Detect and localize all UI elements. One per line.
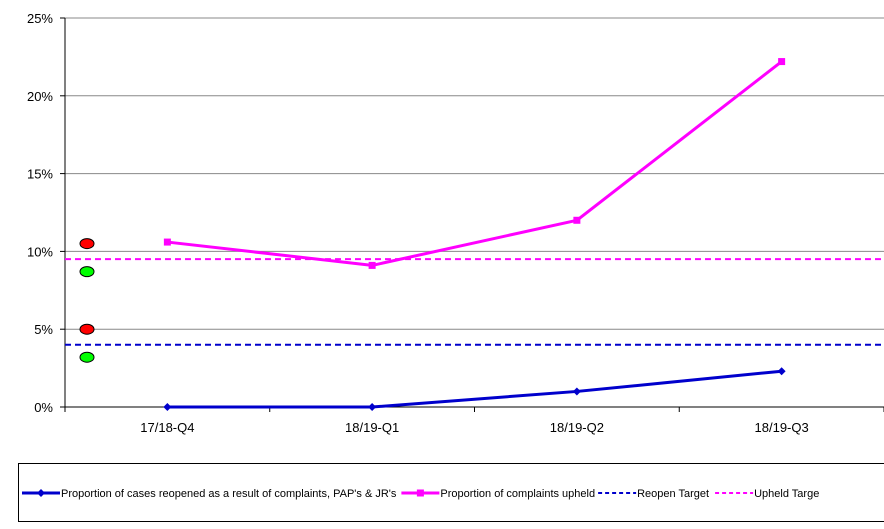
rag-indicator-dot: [80, 267, 94, 277]
data-point: [369, 262, 376, 269]
data-point: [778, 367, 786, 375]
data-point: [163, 403, 171, 411]
data-point: [164, 239, 171, 246]
legend-label: Reopen Target: [637, 488, 709, 500]
series-line: [167, 371, 781, 407]
data-point: [778, 58, 785, 65]
y-tick-label: 25%: [27, 11, 53, 26]
legend-marker: [417, 490, 424, 497]
data-point: [573, 387, 581, 395]
x-tick-label: 18/19-Q3: [755, 420, 809, 435]
data-point: [368, 403, 376, 411]
y-tick-label: 0%: [34, 400, 53, 415]
rag-indicator-dot: [80, 324, 94, 334]
y-tick-label: 10%: [27, 244, 53, 259]
y-tick-label: 5%: [34, 322, 53, 337]
legend-label: Proportion of complaints upheld: [440, 488, 595, 500]
rag-indicator-dot: [80, 239, 94, 249]
x-tick-label: 18/19-Q1: [345, 420, 399, 435]
series-line: [167, 62, 781, 266]
x-tick-label: 18/19-Q2: [550, 420, 604, 435]
legend-label: Proportion of cases reopened as a result…: [61, 488, 397, 500]
legend-label: Upheld Targe: [754, 488, 819, 500]
y-tick-label: 20%: [27, 89, 53, 104]
data-point: [573, 217, 580, 224]
rag-indicator-dot: [80, 352, 94, 362]
x-tick-label: 17/18-Q4: [140, 420, 194, 435]
y-tick-label: 15%: [27, 167, 53, 182]
